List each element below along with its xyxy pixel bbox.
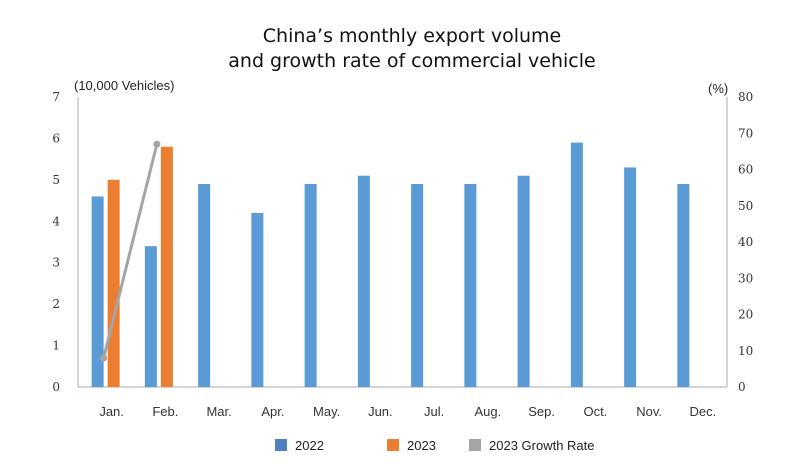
bar-2022-Nov. xyxy=(624,167,637,387)
y2-tick-label: 60 xyxy=(738,163,753,177)
bar-2022-Jun. xyxy=(357,175,370,387)
growth-rate-line xyxy=(102,143,159,359)
bar-2022-Dec. xyxy=(677,184,690,387)
y2-tick-label: 50 xyxy=(738,199,753,213)
y-tick-label: 7 xyxy=(52,90,60,104)
y2-tick-label: 20 xyxy=(738,308,753,322)
bar-2022-Jan. xyxy=(91,196,104,387)
bar-2023-Feb. xyxy=(160,146,173,387)
bar-2022-Jul. xyxy=(411,184,424,387)
y-tick-label: 1 xyxy=(52,339,60,353)
y2-axis-unit: (%) xyxy=(708,81,728,96)
legend-swatch-2023 Growth Rate xyxy=(469,439,481,451)
x-tick-label: May. xyxy=(313,404,340,419)
bar-2022-Sep. xyxy=(517,175,530,387)
legend-swatch-2023 xyxy=(387,439,399,451)
y2-tick-label: 70 xyxy=(738,126,753,140)
x-tick-label: Jul. xyxy=(424,404,444,419)
x-tick-label: Aug. xyxy=(475,404,502,419)
y2-tick-label: 40 xyxy=(738,235,753,249)
y2-tick-label: 80 xyxy=(738,90,753,104)
y2-tick-label: 30 xyxy=(738,271,753,285)
bar-2022-May. xyxy=(304,184,317,387)
y2-tick-label: 0 xyxy=(738,380,746,394)
x-tick-label: Oct. xyxy=(583,404,607,419)
y-tick-label: 2 xyxy=(52,297,60,311)
legend-label: 2023 Growth Rate xyxy=(489,438,595,453)
y2-tick-label: 10 xyxy=(738,344,753,358)
bar-2023-Jan. xyxy=(107,179,120,387)
x-tick-label: Jun. xyxy=(368,404,393,419)
legend-label: 2023 xyxy=(407,438,436,453)
x-tick-label: Nov. xyxy=(636,404,662,419)
x-tick-label: Sep. xyxy=(528,404,555,419)
y-tick-label: 4 xyxy=(52,214,60,228)
bar-2022-Aug. xyxy=(464,184,477,387)
x-tick-label: Dec. xyxy=(690,404,717,419)
bar-2022-Feb. xyxy=(144,246,157,387)
bar-2022-Oct. xyxy=(570,142,583,387)
chart-title-line-1: China’s monthly export volume xyxy=(263,25,561,47)
bar-2022-Mar. xyxy=(198,184,211,387)
y-tick-label: 3 xyxy=(52,256,60,270)
x-tick-label: Jan. xyxy=(99,404,124,419)
legend-swatch-2022 xyxy=(275,439,287,451)
y-axis-unit: (10,000 Vehicles) xyxy=(74,78,174,93)
chart-title-line-2: and growth rate of commercial vehicle xyxy=(228,50,595,72)
x-tick-label: Mar. xyxy=(206,404,231,419)
y-tick-label: 6 xyxy=(52,131,60,145)
growth-rate-point xyxy=(100,354,108,362)
x-tick-label: Apr. xyxy=(261,404,284,419)
y-tick-label: 5 xyxy=(52,173,60,187)
y-tick-label: 0 xyxy=(52,380,60,394)
legend-label: 2022 xyxy=(295,438,324,453)
x-tick-label: Feb. xyxy=(152,404,178,419)
bar-2022-Apr. xyxy=(251,213,264,387)
growth-rate-point xyxy=(153,140,161,148)
